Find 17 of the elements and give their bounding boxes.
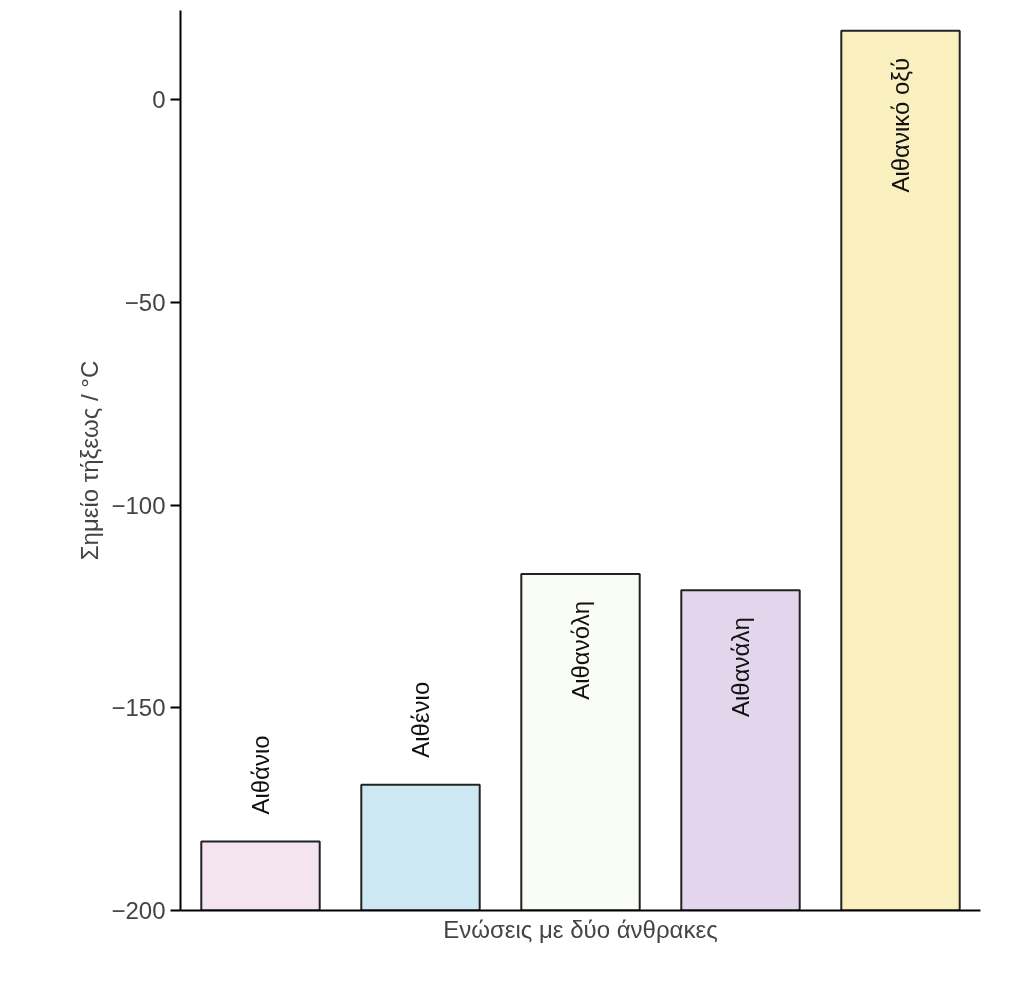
y-tick-label: −150: [111, 694, 166, 722]
x-axis-title: Ενώσεις με δύο άνθρακες: [443, 915, 718, 943]
x-tick-label: Αιθανάλη: [727, 617, 754, 718]
y-tick-label: −100: [111, 491, 166, 519]
y-tick-label: 0: [152, 86, 166, 114]
x-tick-label: Αιθάνιο: [247, 735, 274, 815]
bar: [680, 589, 801, 911]
x-tick-label: Αιθένιο: [407, 681, 434, 758]
y-axis-title: Σημείο τήξεως / °C: [76, 360, 104, 561]
bar: [200, 840, 321, 911]
bar: [360, 783, 481, 911]
bar: [520, 573, 641, 911]
y-tick-label: −200: [111, 897, 166, 924]
bar: [840, 29, 961, 911]
x-tick-label: Αιθανόλη: [567, 601, 594, 700]
x-tick-label: Αιθανικό οξύ: [887, 57, 914, 193]
y-tick-label: −50: [124, 288, 166, 316]
